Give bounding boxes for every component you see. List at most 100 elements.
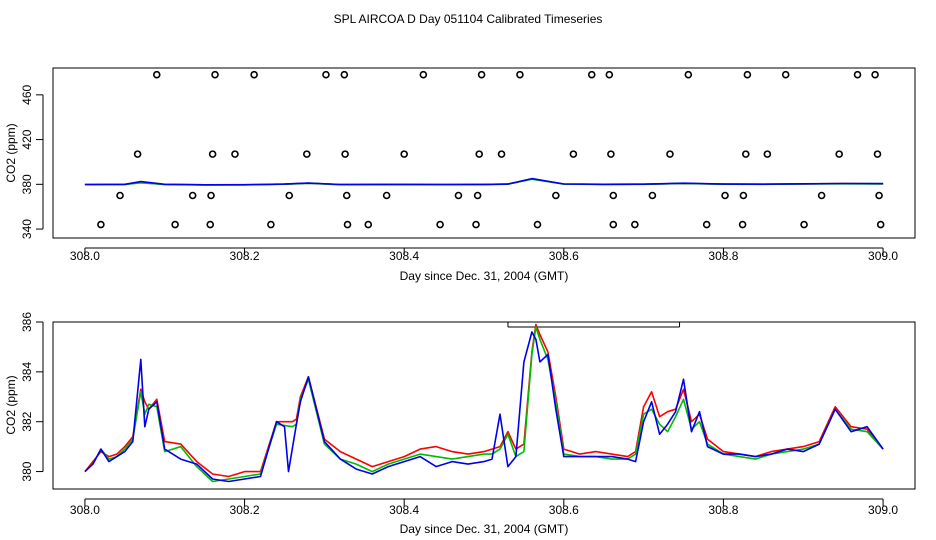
data-point: [208, 150, 217, 158]
bottom-series-green: [84, 326, 884, 483]
top-scatter-points: [97, 70, 885, 229]
data-point: [587, 70, 596, 79]
data-point: [741, 150, 750, 158]
data-point: [364, 220, 373, 229]
bottom-y-tick-label: 382: [20, 411, 34, 431]
data-point: [800, 220, 808, 229]
data-point: [285, 191, 294, 200]
chart-title: SPL AIRCOA D Day 051104 Calibrated Times…: [334, 12, 603, 26]
data-point: [552, 191, 560, 200]
data-point: [454, 191, 463, 200]
data-point: [853, 70, 862, 79]
data-point: [876, 220, 885, 229]
data-point: [835, 150, 843, 158]
bottom-x-tick-label: 308.8: [708, 503, 738, 517]
data-point: [648, 191, 657, 200]
data-point: [231, 150, 239, 158]
bottom-y-tick-label: 380: [20, 461, 34, 481]
data-point: [343, 220, 352, 229]
data-point: [873, 150, 882, 158]
data-point: [171, 220, 179, 229]
data-point: [97, 220, 105, 229]
top-plot-frame: [52, 67, 916, 239]
data-point: [207, 191, 215, 200]
data-point: [609, 220, 618, 229]
bottom-y-tick-label: 386: [20, 312, 34, 332]
data-point: [472, 220, 480, 229]
top-x-tick-label: 309.0: [868, 249, 898, 263]
bottom-panel: 308.0 308.2 308.4 308.6 308.8 309.0 380 382 384…: [4, 312, 916, 536]
data-point: [817, 191, 826, 200]
data-point: [743, 70, 752, 79]
data-point: [340, 70, 349, 79]
bottom-x-tick-label: 309.0: [868, 503, 898, 517]
top-x-tick-label: 308.4: [389, 249, 419, 263]
data-point: [400, 150, 408, 158]
data-point: [188, 191, 197, 200]
data-point: [133, 150, 142, 158]
data-point: [342, 191, 351, 200]
data-point: [605, 70, 614, 79]
data-point: [116, 191, 124, 200]
top-x-axis: 308.0 308.2 308.4 308.6 308.8 309.0: [70, 247, 898, 263]
data-point: [631, 220, 639, 229]
bottom-y-tick-label: 384: [20, 362, 34, 382]
top-series-blue: [84, 177, 884, 186]
bottom-x-axis-label: Day since Dec. 31, 2004 (GMT): [400, 522, 569, 536]
data-point: [497, 150, 506, 158]
data-point: [250, 70, 258, 79]
data-point: [152, 70, 161, 79]
data-point: [721, 191, 729, 200]
top-y-axis: 340 380 420 460: [20, 85, 44, 239]
data-point: [875, 191, 883, 200]
bottom-x-tick-label: 308.0: [70, 503, 100, 517]
data-point: [303, 150, 311, 158]
data-point: [516, 70, 524, 79]
data-point: [739, 191, 748, 200]
top-x-tick-label: 308.0: [70, 249, 100, 263]
data-point: [609, 191, 618, 200]
data-point: [211, 70, 219, 79]
data-point: [477, 70, 486, 79]
bottom-x-axis: 308.0 308.2 308.4 308.6 308.8 309.0: [70, 498, 898, 517]
data-point: [607, 150, 615, 158]
data-point: [533, 220, 542, 229]
data-point: [436, 220, 444, 229]
top-series-lines: [84, 177, 884, 186]
data-point: [763, 150, 772, 158]
bottom-y-axis-label: CO2 (ppm): [4, 375, 18, 434]
data-point: [684, 70, 693, 79]
top-y-tick-label: 340: [20, 219, 34, 239]
bottom-series-blue: [84, 331, 884, 483]
bottom-series-lines: [84, 323, 884, 483]
top-y-axis-label: CO2 (ppm): [4, 123, 18, 182]
bottom-x-tick-label: 308.4: [389, 503, 419, 517]
top-x-tick-label: 308.2: [230, 249, 260, 263]
top-x-tick-label: 308.8: [708, 249, 738, 263]
data-point: [341, 150, 349, 158]
data-point: [382, 191, 391, 200]
top-y-tick-label: 380: [20, 174, 34, 194]
bottom-x-tick-label: 308.2: [230, 503, 260, 517]
data-point: [475, 150, 484, 158]
bottom-x-tick-label: 308.6: [549, 503, 579, 517]
top-x-axis-label: Day since Dec. 31, 2004 (GMT): [400, 269, 569, 283]
bottom-y-axis: 380 382 384 386: [20, 312, 44, 482]
data-point: [473, 191, 482, 200]
data-point: [322, 70, 330, 79]
top-panel: 308.0 308.2 308.4 308.6 308.8 309.0 340 380 420…: [4, 67, 916, 283]
bottom-plot-frame: [52, 321, 916, 490]
data-point: [419, 70, 428, 79]
data-point: [738, 220, 747, 229]
data-point: [702, 220, 711, 229]
data-point: [781, 70, 790, 79]
data-point: [666, 150, 674, 158]
data-point: [206, 220, 215, 229]
data-point: [267, 220, 275, 229]
data-point: [871, 70, 879, 79]
top-y-tick-label: 420: [20, 129, 34, 149]
data-point: [569, 150, 578, 158]
top-y-tick-label: 460: [20, 85, 34, 105]
top-x-tick-label: 308.6: [549, 249, 579, 263]
